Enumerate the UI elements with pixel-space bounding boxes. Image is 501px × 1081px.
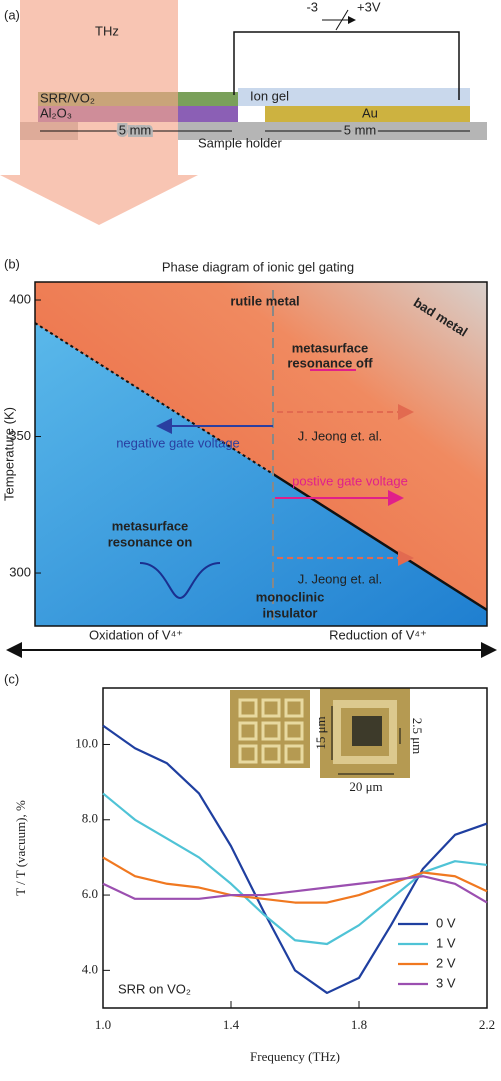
arrow-label: negative gate voltage <box>116 435 240 450</box>
y-tick-label: 350 <box>9 428 31 443</box>
legend-label: 3 V <box>436 975 456 990</box>
gel-label: Ion gel <box>250 88 289 103</box>
series-line <box>102 856 488 904</box>
panel-a: (a) THz -3 +3V SRR/VO₂ Al₂O₃ Ion gel Au … <box>0 0 487 225</box>
inset-srr <box>261 698 281 718</box>
reference-label: J. Jeong et. al. <box>298 428 383 443</box>
inset-srr <box>284 744 304 764</box>
voltage-label: -3 <box>306 0 318 14</box>
inset-image <box>230 690 310 768</box>
capacitor <box>335 9 349 31</box>
inset-srr <box>261 721 281 741</box>
y-axis-label: T / T (vacuum), % <box>13 800 28 896</box>
beam-label: THz <box>95 23 119 38</box>
layer-label: SRR/VO₂ <box>40 90 95 105</box>
x-tick-label: 2.2 <box>479 1017 495 1032</box>
region-label: rutile metal <box>230 293 299 308</box>
inset-srr <box>238 698 258 718</box>
layer-label: Al₂O₃ <box>40 105 72 120</box>
dimension-label: 5 mm <box>119 122 152 137</box>
plot-frame <box>102 687 488 1009</box>
phase-boundary <box>34 322 274 475</box>
x-axis-label: Frequency (THz) <box>250 1049 340 1064</box>
dimension-label: 5 mm <box>344 122 377 137</box>
inset-srr <box>261 744 281 764</box>
y-tick-label: 300 <box>9 564 31 579</box>
inset-srr <box>238 744 258 764</box>
y-tick-label: 8.0 <box>82 811 98 826</box>
inset-gap <box>352 716 382 746</box>
au-electrode <box>265 106 470 122</box>
annotation: SRR on VO₂ <box>118 981 191 996</box>
frame <box>34 281 488 627</box>
reference-label: J. Jeong et. al. <box>298 571 383 586</box>
holder-label: Sample holder <box>198 135 282 150</box>
voltage-label: +3V <box>357 0 381 14</box>
inset-srr <box>238 721 258 741</box>
region-label: insulator <box>263 605 318 620</box>
inset-label: 2.5 μm <box>410 718 425 755</box>
y-tick-label: 6.0 <box>82 886 98 901</box>
y-axis-label: Temperature (K) <box>1 407 16 501</box>
x-tick-label: 1.0 <box>95 1017 111 1032</box>
panel-label: (b) <box>4 256 20 271</box>
thz-beam <box>0 0 198 225</box>
y-tick-label: 4.0 <box>82 961 98 976</box>
inset-srr <box>284 721 304 741</box>
series-line <box>102 875 488 904</box>
panel-c: (c) 15 μm 2.5 μm 20 μm SRR on VO₂ Freque… <box>4 671 495 1064</box>
region-label: metasurface <box>292 340 369 355</box>
resonance-dip <box>139 562 221 600</box>
au-label: Au <box>362 105 378 120</box>
legend-label: 2 V <box>436 955 456 970</box>
x-tick-label: 1.8 <box>351 1017 367 1032</box>
inset-srr <box>284 698 304 718</box>
ion-gel <box>238 88 470 106</box>
legend-label: 0 V <box>436 915 456 930</box>
region-label: monoclinic <box>256 589 325 604</box>
direction-label: Reduction of V⁴⁺ <box>329 627 427 642</box>
y-tick-label: 400 <box>9 291 31 306</box>
panel-label: (a) <box>4 7 20 22</box>
arrow-label: postive gate voltage <box>292 473 408 488</box>
circuit <box>233 31 460 100</box>
region-label: resonance off <box>287 355 373 370</box>
phase-boundary <box>272 472 488 612</box>
title: Phase diagram of ionic gel gating <box>162 259 354 274</box>
series-line <box>102 724 488 995</box>
direction-label: Oxidation of V⁴⁺ <box>89 627 183 642</box>
x-tick-label: 1.4 <box>223 1017 240 1032</box>
inset-srr <box>333 700 397 764</box>
region-label: metasurface <box>112 518 189 533</box>
region-label: resonance on <box>108 534 193 549</box>
inset-label: 20 μm <box>349 779 382 794</box>
series-line <box>102 792 488 946</box>
y-tick-label: 10.0 <box>75 735 98 750</box>
inset-label: 15 μm <box>313 716 328 749</box>
panel-label: (c) <box>4 671 19 686</box>
legend-label: 1 V <box>436 935 456 950</box>
insulator-region <box>35 323 487 626</box>
panel-b: (b) Phase diagram of ionic gel gating ru… <box>1 256 497 658</box>
